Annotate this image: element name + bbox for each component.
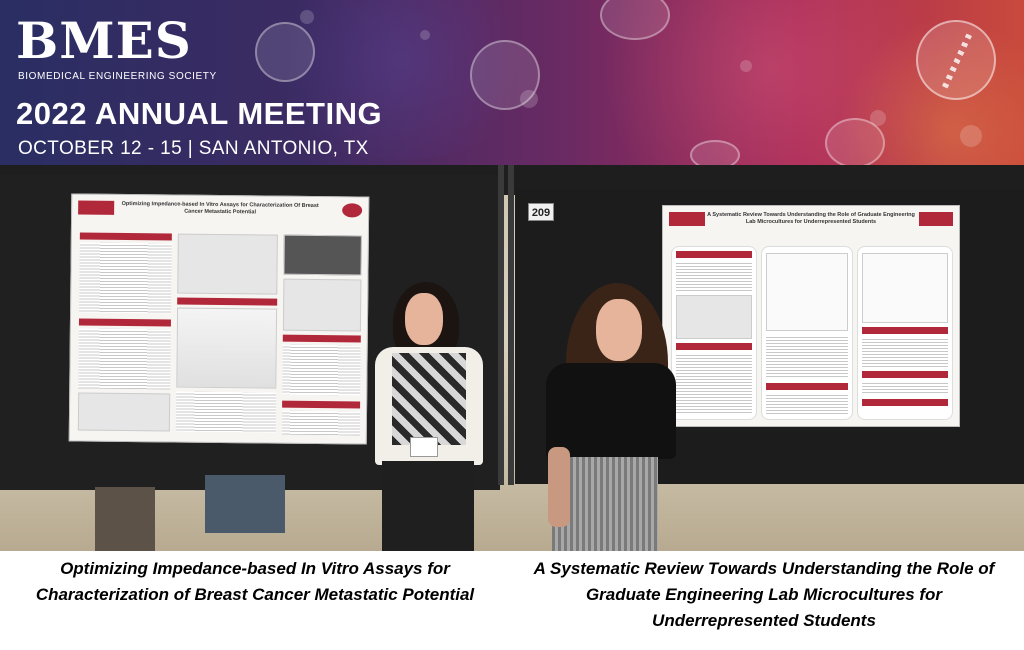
- section-heading: [766, 383, 848, 390]
- booth-number: 209: [528, 203, 554, 221]
- figure: [282, 278, 362, 332]
- name-badge: [410, 437, 438, 457]
- section-heading: [78, 318, 171, 327]
- bmes-logo: BMES: [16, 11, 192, 70]
- bar-chart: [676, 295, 752, 339]
- face: [596, 299, 642, 361]
- poster-left-title: Optimizing Impedance-based In Vitro Assa…: [121, 200, 319, 216]
- lab-logo: [919, 212, 953, 226]
- poster-right: A Systematic Review Towards Understandin…: [662, 205, 960, 427]
- background-person: [205, 475, 285, 533]
- poster-column: [857, 246, 953, 420]
- black-pants: [382, 461, 474, 551]
- caption-right: A Systematic Review Towards Understandin…: [533, 559, 995, 630]
- board-pole: [508, 165, 514, 485]
- meeting-title: 2022 ANNUAL MEETING: [16, 96, 383, 131]
- section-text: [766, 335, 848, 379]
- section-text: [78, 328, 171, 390]
- decor-dot: [420, 30, 430, 40]
- section-heading: [282, 334, 361, 343]
- section-text: [175, 391, 277, 433]
- tattooed-arm: [548, 447, 570, 527]
- pill-icon: [825, 118, 885, 165]
- results-chart: [176, 307, 278, 389]
- poster-session-photo: 209 Optimizing Impedance-based In Vitro …: [0, 165, 1024, 551]
- board-pole: [498, 165, 504, 485]
- section-heading: [79, 232, 172, 241]
- section-heading: [177, 297, 278, 306]
- flow-diagram: [766, 253, 848, 331]
- brain-icon: [690, 140, 740, 165]
- mountain-icon: [600, 0, 670, 40]
- poster-column: [671, 246, 757, 420]
- decor-dot: [870, 110, 886, 126]
- section-text: [282, 344, 361, 396]
- society-tagline: BIOMEDICAL ENGINEERING SOCIETY: [18, 71, 217, 82]
- face: [405, 293, 443, 345]
- poster-right-title: A Systematic Review Towards Understandin…: [707, 212, 915, 225]
- black-top: [546, 363, 676, 459]
- microscopy-image: [283, 234, 362, 276]
- section-text: [862, 337, 948, 367]
- meeting-banner: BMES BIOMEDICAL ENGINEERING SOCIETY 2022…: [0, 0, 1024, 165]
- lock-icon: [255, 22, 315, 82]
- section-text: [676, 261, 752, 291]
- meeting-dates: OCTOBER 12 - 15 | SAN ANTONIO, TX: [18, 138, 369, 159]
- network-graph: [862, 253, 948, 323]
- section-text: [676, 353, 752, 415]
- argyle-vest: [392, 353, 466, 445]
- section-heading: [862, 371, 948, 378]
- background-person: [95, 487, 155, 551]
- decor-dot: [300, 10, 314, 24]
- section-text: [766, 393, 848, 415]
- decor-dot: [740, 60, 752, 72]
- heart-rate-icon: [470, 40, 540, 110]
- figure: [177, 233, 278, 295]
- poster-column: [761, 246, 853, 420]
- caption-left: Optimizing Impedance-based In Vitro Assa…: [35, 559, 475, 604]
- dna-icon: [916, 20, 996, 100]
- university-logo: [669, 212, 705, 226]
- section-heading: [676, 343, 752, 350]
- poster-left: Optimizing Impedance-based In Vitro Assa…: [68, 193, 370, 445]
- section-text: [281, 410, 361, 436]
- decor-dot: [960, 125, 982, 147]
- section-heading: [282, 400, 361, 409]
- figure: [77, 392, 171, 432]
- section-heading: [862, 327, 948, 334]
- section-text: [862, 381, 948, 395]
- section-heading: [862, 399, 948, 406]
- section-heading: [676, 251, 752, 258]
- section-text: [79, 242, 172, 314]
